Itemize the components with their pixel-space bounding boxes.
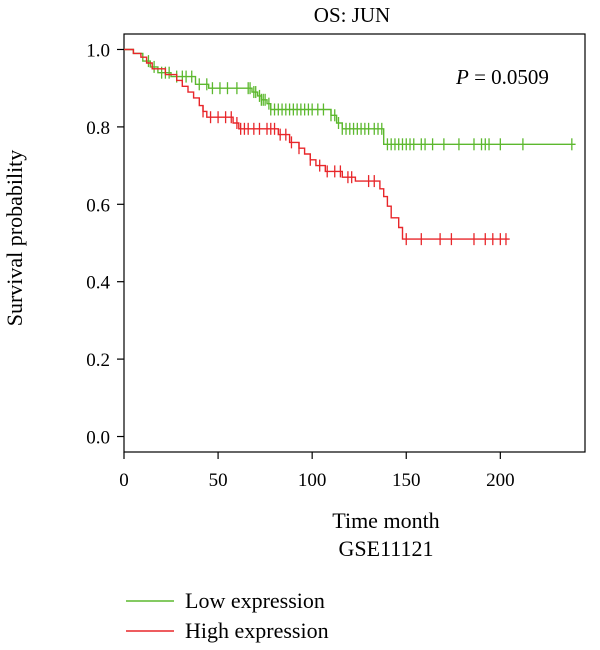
plot-frame [123, 33, 586, 453]
series-layer [124, 48, 576, 246]
y-tick-label: 0.6 [86, 195, 110, 216]
legend-label-low: Low expression [185, 588, 325, 613]
y-tick-label: 0.2 [86, 350, 110, 371]
y-tick-label: 0.0 [86, 428, 110, 449]
series-line-low [124, 48, 576, 145]
y-tick-label: 1.0 [86, 40, 110, 61]
legend-label-high: High expression [185, 618, 329, 643]
x-axis-label: Time month [332, 508, 439, 533]
p-value-annotation: P = 0.0509 [455, 65, 549, 89]
y-axis: 0.0 0.2 0.4 0.6 0.8 1.0 [86, 40, 124, 449]
p-value-prefix: P [455, 65, 469, 89]
chart-title: OS: JUN [314, 3, 390, 27]
x-axis: 0 50 100 150 200 [119, 452, 515, 491]
p-value-text: = 0.0509 [469, 65, 549, 89]
y-axis-label: Survival probability [2, 150, 27, 327]
x-tick-label: 0 [119, 470, 129, 491]
legend: Low expression High expression [126, 588, 329, 643]
dataset-label: GSE11121 [339, 536, 434, 561]
x-tick-label: 150 [392, 470, 421, 491]
x-tick-label: 100 [298, 470, 327, 491]
y-tick-label: 0.8 [86, 118, 110, 139]
series-line-high [124, 48, 510, 240]
x-tick-label: 200 [486, 470, 515, 491]
y-tick-label: 0.4 [86, 273, 110, 294]
x-tick-label: 50 [209, 470, 228, 491]
